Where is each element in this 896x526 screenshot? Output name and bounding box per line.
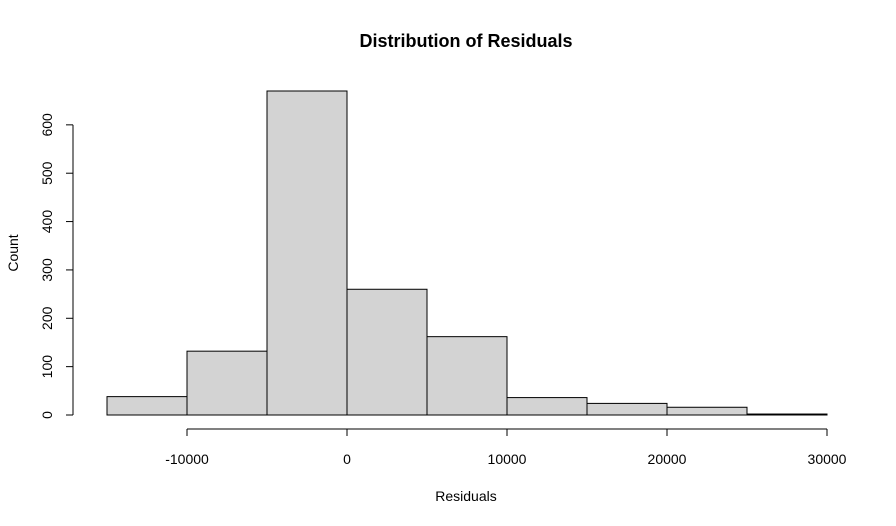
x-tick-label: 20000 [648, 451, 687, 467]
y-tick-label: 400 [39, 210, 55, 234]
y-axis: 0 100 200 300 400 500 600 [39, 113, 74, 419]
histogram-bar [506, 397, 588, 416]
x-axis: -10000 0 10000 20000 30000 [165, 428, 847, 467]
y-axis-title: Count [5, 234, 21, 271]
x-axis-title: Residuals [435, 488, 496, 504]
histogram-bar [746, 413, 828, 416]
y-tick-label: 100 [39, 355, 55, 379]
x-tick-label: 0 [343, 451, 351, 467]
histogram-bar [346, 288, 428, 416]
x-tick-label: 10000 [488, 451, 527, 467]
bars-layer [106, 90, 828, 416]
histogram-bar [586, 402, 668, 416]
histogram-bar [106, 396, 188, 416]
y-tick-label: 500 [39, 161, 55, 185]
y-tick-label: 300 [39, 258, 55, 282]
histogram-bar [186, 350, 268, 416]
x-tick-label: 30000 [808, 451, 847, 467]
chart-title: Distribution of Residuals [359, 31, 572, 51]
histogram-bar [666, 406, 748, 416]
histogram-bar [266, 90, 348, 416]
y-tick-label: 600 [39, 113, 55, 137]
x-tick-label: -10000 [165, 451, 209, 467]
y-tick-label: 0 [39, 411, 55, 419]
histogram-bar [426, 336, 508, 416]
y-tick-label: 200 [39, 306, 55, 330]
